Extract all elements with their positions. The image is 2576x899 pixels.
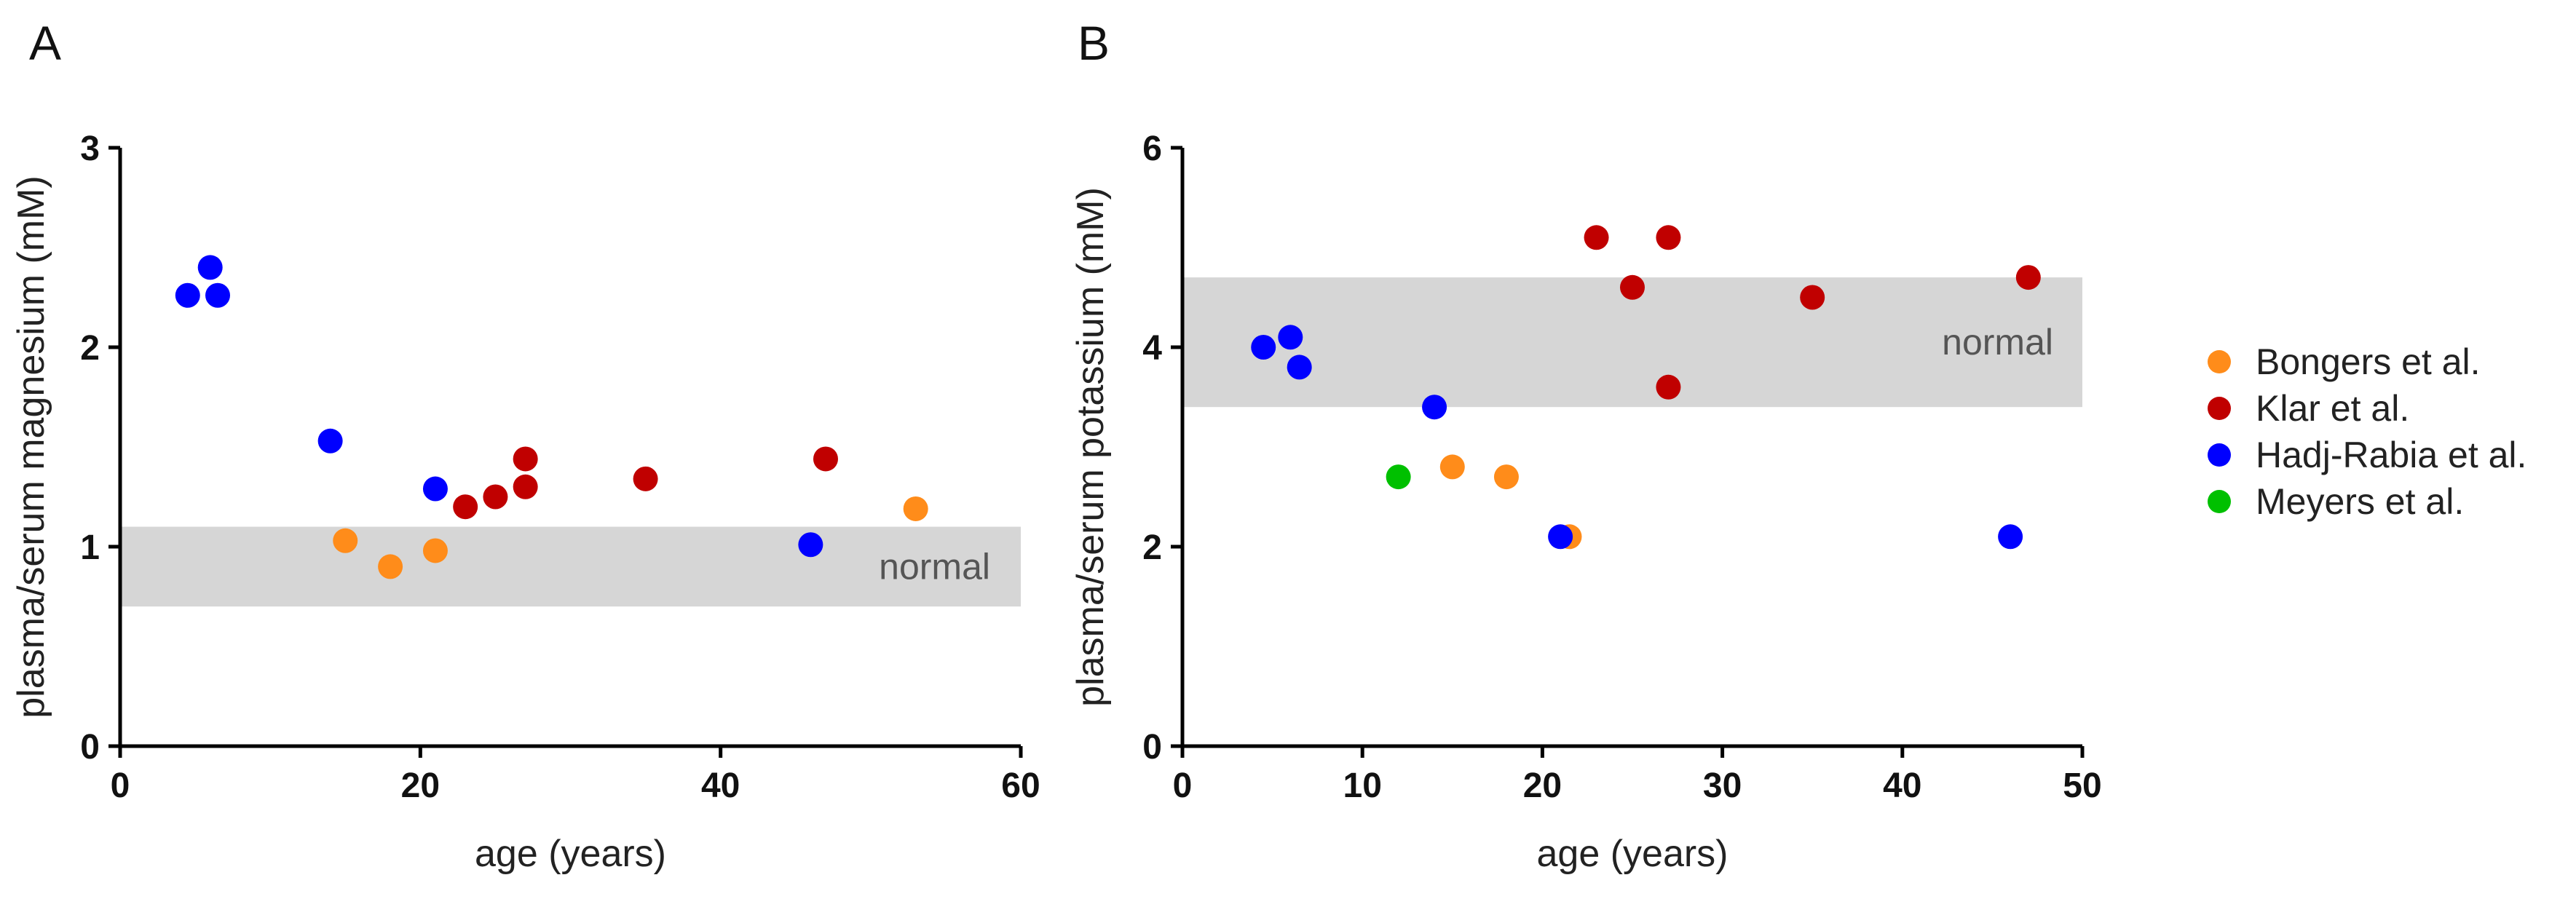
panel-a-point-hadj-rabia-et-al xyxy=(317,428,343,454)
panel-a-xtick-label: 40 xyxy=(701,767,740,805)
panel-b-x-axis-title: age (years) xyxy=(1537,833,1728,875)
legend-label-meyers-et-al: Meyers et al. xyxy=(2256,481,2464,522)
panel-a-ytick-label: 0 xyxy=(80,728,100,767)
panel-b-xtick-label: 20 xyxy=(1523,767,1562,805)
panel-a-ytick-label: 3 xyxy=(80,130,100,168)
panel-b-xtick-label: 50 xyxy=(2063,767,2101,805)
panel-b-ytick-label: 2 xyxy=(1142,528,1162,567)
panel-b-point-meyers-et-al xyxy=(1386,464,1411,490)
panel-a-point-hadj-rabia-et-al xyxy=(422,476,448,502)
panel-b-point-klar-et-al xyxy=(1656,225,1681,250)
panel-a-xtick-label: 60 xyxy=(1001,767,1040,805)
panel-b-point-hadj-rabia-et-al xyxy=(1422,395,1447,420)
panel-b-plot: normal 0 2 4 6 0 10 20 30 40 50 age (years) plasma/s… xyxy=(1070,130,2102,875)
panel-b-ytick-label: 0 xyxy=(1142,728,1162,767)
panel-b-point-klar-et-al xyxy=(1656,374,1681,400)
panel-a-point-bongers-et-al xyxy=(333,528,358,553)
panel-b-point-klar-et-al xyxy=(1620,274,1645,300)
panel-b-xtick-label: 10 xyxy=(1343,767,1382,805)
panel-b-point-hadj-rabia-et-al xyxy=(1998,524,2023,550)
legend-marker-hadj-rabia-et-al xyxy=(2208,443,2231,467)
panel-a-point-hadj-rabia-et-al xyxy=(798,532,823,558)
panel-b-point-hadj-rabia-et-al xyxy=(1251,335,1276,360)
panel-a-point-hadj-rabia-et-al xyxy=(205,282,231,308)
legend-label-klar-et-al: Klar et al. xyxy=(2256,388,2409,429)
panel-a-normal-band xyxy=(120,526,1021,607)
panel-a-x-axis-title: age (years) xyxy=(475,833,666,875)
panel-a-ytick-label: 1 xyxy=(80,528,100,567)
legend-marker-bongers-et-al xyxy=(2208,350,2231,373)
panel-b-y-axis-title: plasma/serum potassium (mM) xyxy=(1070,187,1112,707)
panel-a-point-hadj-rabia-et-al xyxy=(175,282,200,308)
panel-a-ytick-label: 2 xyxy=(80,329,100,368)
panel-b-xtick-label: 0 xyxy=(1173,767,1193,805)
panel-b-point-bongers-et-al xyxy=(1493,464,1519,490)
panel-a-point-klar-et-al xyxy=(513,446,538,472)
panel-b-point-bongers-et-al xyxy=(1439,454,1465,480)
panel-b-ytick-label: 6 xyxy=(1142,130,1162,168)
panel-a-plot: normal 0 1 2 3 0 20 40 60 age (years) plasma/serum… xyxy=(10,130,1040,875)
panel-b-normal-label: normal xyxy=(1942,322,2053,363)
panel-a-point-klar-et-al xyxy=(813,446,838,472)
legend-label-hadj-rabia-et-al: Hadj-Rabia et al. xyxy=(2256,435,2526,475)
panel-b-point-klar-et-al xyxy=(1584,225,1609,250)
legend-marker-meyers-et-al xyxy=(2208,490,2231,513)
panel-a-point-klar-et-al xyxy=(453,494,478,520)
panel-a-point-klar-et-al xyxy=(513,474,538,499)
panel-b-point-klar-et-al xyxy=(2015,265,2041,290)
panel-letter-b: B xyxy=(1078,16,1110,70)
panel-a-xtick-label: 20 xyxy=(401,767,440,805)
panel-a-y-axis-title: plasma/serum magnesium (mM) xyxy=(10,175,52,718)
panel-a-normal-label: normal xyxy=(879,546,990,587)
panel-b-point-hadj-rabia-et-al xyxy=(1548,524,1573,550)
panel-a-point-bongers-et-al xyxy=(422,538,448,563)
legend-marker-klar-et-al xyxy=(2208,397,2231,420)
panel-b-xtick-label: 40 xyxy=(1883,767,1921,805)
panel-a-point-bongers-et-al xyxy=(378,554,403,579)
panel-b-point-klar-et-al xyxy=(1800,285,1825,310)
legend-label-bongers-et-al: Bongers et al. xyxy=(2256,341,2481,382)
panel-a-point-klar-et-al xyxy=(483,484,508,510)
legend: Bongers et al. Klar et al. Hadj-Rabia et a… xyxy=(2208,341,2526,522)
panel-a-point-hadj-rabia-et-al xyxy=(197,255,223,280)
panel-b-xtick-label: 30 xyxy=(1703,767,1742,805)
panel-b-point-hadj-rabia-et-al xyxy=(1278,325,1303,350)
panel-b-point-hadj-rabia-et-al xyxy=(1287,355,1312,380)
panel-a-xtick-label: 0 xyxy=(111,767,130,805)
panel-a-point-klar-et-al xyxy=(633,466,658,491)
panel-b-ytick-label: 4 xyxy=(1142,329,1162,368)
panel-a-point-bongers-et-al xyxy=(903,496,928,521)
panel-letter-a: A xyxy=(29,16,61,70)
